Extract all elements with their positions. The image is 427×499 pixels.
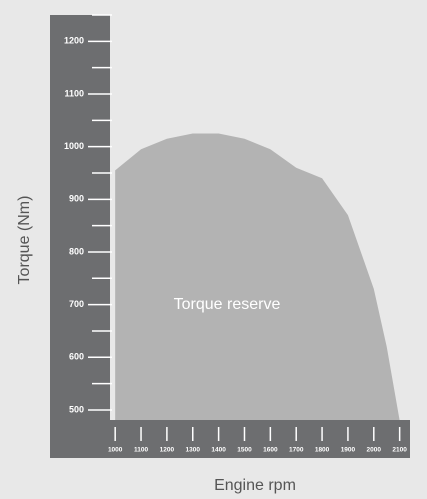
x-axis-bar [50, 420, 410, 458]
ticks: 500 600 700 800 900 1000 1100 1200 1000 1100 1200 1… [64, 14, 407, 454]
y-axis-label: Torque (Nm) [16, 196, 33, 285]
x-tick-label: 1800 [315, 447, 330, 454]
plot [115, 133, 400, 421]
y-tick-label: 900 [69, 194, 84, 204]
y-tick-label: 500 [69, 404, 84, 414]
x-tick-label: 1600 [263, 447, 278, 454]
y-tick-label: 700 [69, 299, 84, 309]
y-tick-label: 1200 [64, 36, 84, 46]
y-tick-label: 800 [69, 246, 84, 256]
x-tick-label: 1900 [341, 447, 356, 454]
x-tick-label: 1200 [160, 447, 175, 454]
annotation: Torque reserve [174, 296, 281, 313]
x-tick-label: 1700 [289, 447, 304, 454]
y-axis-bar [50, 15, 110, 458]
x-tick-label: 1100 [134, 447, 148, 454]
x-axis-label: Engine rpm [214, 477, 296, 494]
x-tick-label: 1500 [237, 447, 252, 454]
x-tick-label: 1400 [211, 447, 226, 454]
y-tick-label: 600 [69, 352, 84, 362]
y-tick-label: 1100 [64, 88, 84, 98]
x-tick-label: 1000 [108, 447, 123, 454]
x-tick-label: 2000 [367, 447, 382, 454]
x-tick-label: 1300 [186, 447, 201, 454]
torque-area [115, 133, 400, 421]
y-tick-label: 1000 [64, 141, 84, 151]
x-tick-label: 2100 [392, 447, 407, 454]
